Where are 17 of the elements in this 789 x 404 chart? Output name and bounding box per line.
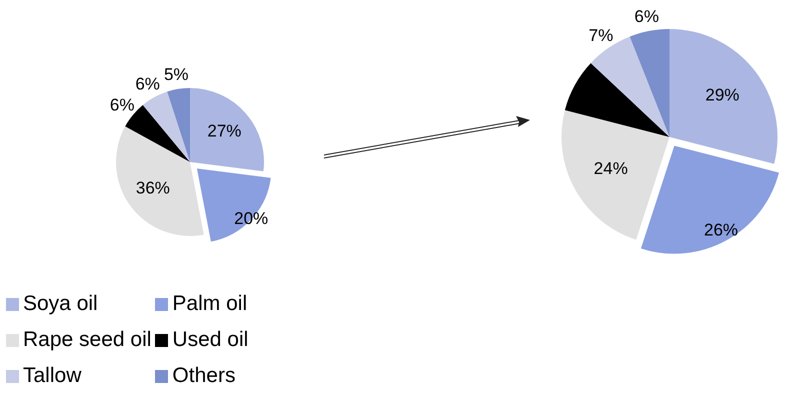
data-label: 26% — [704, 220, 738, 240]
data-label: 5% — [164, 64, 189, 84]
legend-label: Used oil — [172, 328, 248, 352]
data-label: 6% — [135, 74, 160, 94]
data-label: 36% — [136, 178, 170, 198]
legend-label: Tallow — [23, 364, 82, 388]
legend-label: Soya oil — [23, 292, 98, 316]
data-label: 6% — [110, 96, 134, 115]
data-label: 20% — [234, 209, 268, 228]
legend-label: Others — [172, 364, 236, 388]
data-label: 27% — [207, 121, 242, 140]
legend-label: Rape seed oil — [23, 328, 152, 352]
legend-label: Palm oil — [172, 292, 248, 316]
data-label: 6% — [634, 6, 659, 26]
data-label: 29% — [705, 86, 740, 105]
data-label: 24% — [594, 158, 628, 178]
data-label: 7% — [588, 26, 614, 45]
